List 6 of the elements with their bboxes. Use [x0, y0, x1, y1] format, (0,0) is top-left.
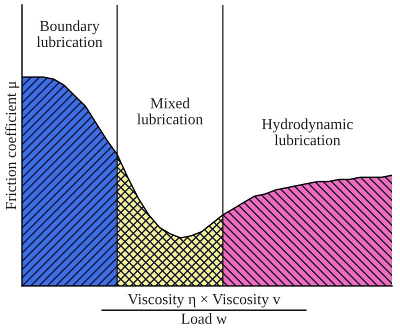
- text: Load w: [181, 313, 228, 324]
- series-label: Boundary lubrication: [36, 20, 102, 48]
- text: Hydrodynamic lubrication: [262, 118, 353, 146]
- text: Mixed lubrication: [137, 98, 203, 124]
- x-axis-title: Viscosity η × Viscosity v: [128, 294, 280, 308]
- y-axis-title: Friction coefficient μ: [5, 81, 20, 210]
